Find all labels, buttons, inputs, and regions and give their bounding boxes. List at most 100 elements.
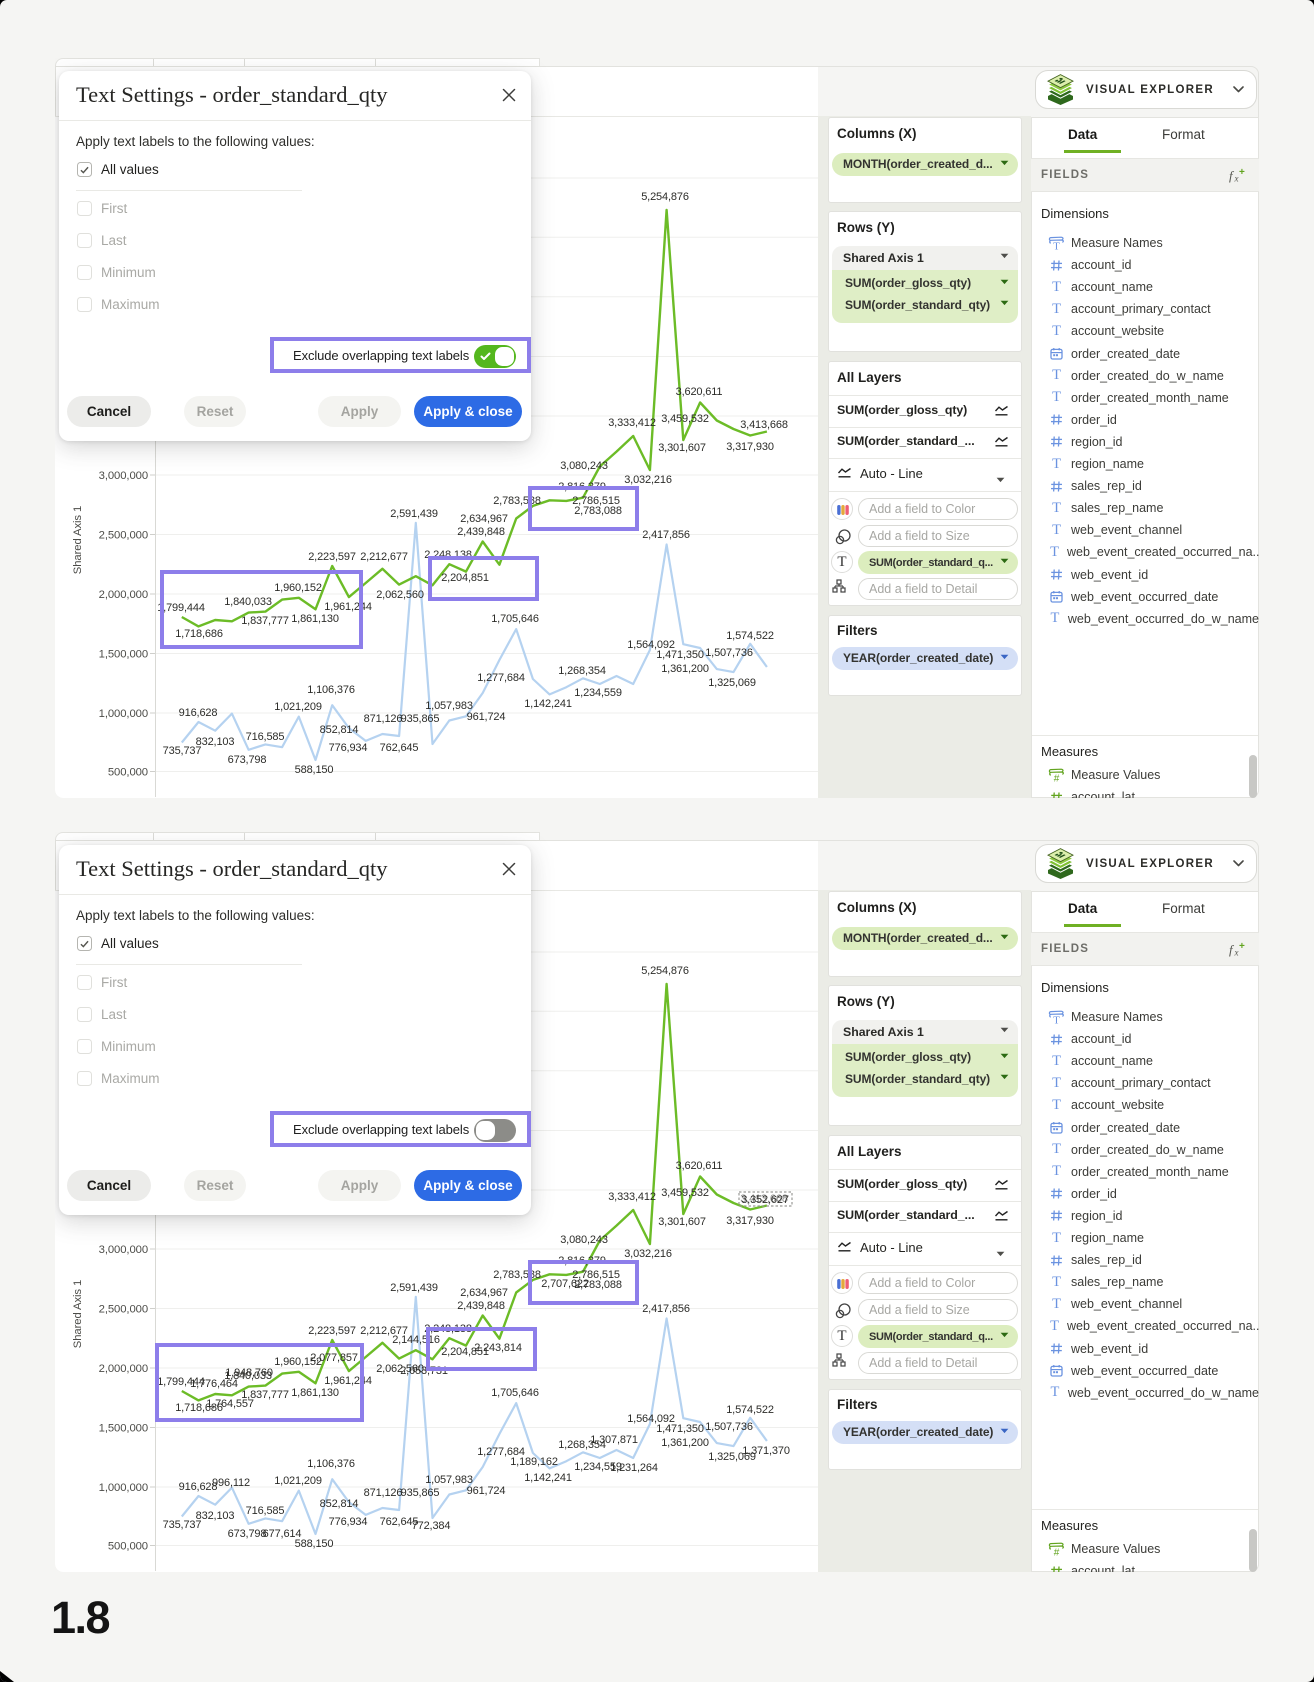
svg-text:3,620,611: 3,620,611: [676, 1160, 723, 1172]
svg-text:2,439,848: 2,439,848: [457, 526, 505, 538]
svg-text:Shared Axis 1: Shared Axis 1: [72, 1280, 84, 1348]
svg-text:1,799,444: 1,799,444: [157, 602, 205, 614]
svg-text:500,000: 500,000: [108, 767, 148, 779]
svg-text:1,718,686: 1,718,686: [175, 1402, 223, 1414]
svg-text:2,707,622: 2,707,622: [541, 1278, 589, 1290]
svg-text:2,783,588: 2,783,588: [493, 1269, 541, 1281]
svg-text:1,507,736: 1,507,736: [705, 647, 753, 659]
svg-text:1,057,983: 1,057,983: [425, 1474, 473, 1486]
svg-text:1,961,244: 1,961,244: [324, 601, 372, 613]
svg-text:3,333,412: 3,333,412: [608, 1191, 656, 1203]
svg-text:1,500,000: 1,500,000: [99, 649, 148, 661]
svg-text:3,317,930: 3,317,930: [726, 441, 774, 453]
svg-text:f: f: [1229, 942, 1235, 957]
svg-text:3,080,243: 3,080,243: [560, 460, 608, 472]
svg-text:673,798: 673,798: [228, 754, 267, 766]
svg-text:1,371,370: 1,371,370: [742, 1445, 790, 1457]
svg-text:1,106,376: 1,106,376: [307, 684, 355, 696]
svg-text:716,585: 716,585: [246, 1505, 285, 1517]
svg-text:#: #: [1054, 773, 1060, 782]
svg-text:2,062,560: 2,062,560: [376, 589, 424, 601]
svg-text:1,718,686: 1,718,686: [175, 628, 223, 640]
svg-text:871,126: 871,126: [364, 1487, 403, 1499]
svg-text:2,591,439: 2,591,439: [390, 508, 438, 520]
svg-text:935,865: 935,865: [401, 1487, 440, 1499]
svg-text:1,057,983: 1,057,983: [425, 700, 473, 712]
svg-text:935,865: 935,865: [401, 713, 440, 725]
svg-text:2,204,851: 2,204,851: [441, 1346, 489, 1358]
svg-text:1,234,559: 1,234,559: [574, 1461, 622, 1473]
svg-text:1,574,522: 1,574,522: [726, 1404, 774, 1416]
svg-text:3,080,243: 3,080,243: [560, 1234, 608, 1246]
svg-text:2,000,000: 2,000,000: [99, 1363, 148, 1375]
svg-text:T: T: [1053, 240, 1060, 250]
svg-text:916,628: 916,628: [179, 707, 218, 719]
svg-text:3,000,000: 3,000,000: [99, 470, 148, 482]
svg-text:776,934: 776,934: [329, 742, 368, 754]
svg-text:2,062,560: 2,062,560: [376, 1363, 424, 1375]
svg-text:1,142,241: 1,142,241: [524, 1472, 572, 1484]
svg-text:1,776,464: 1,776,464: [190, 1378, 238, 1390]
svg-text:832,103: 832,103: [196, 736, 235, 748]
svg-text:#: #: [1054, 1547, 1060, 1556]
svg-text:1,705,646: 1,705,646: [491, 1387, 539, 1399]
svg-text:1,325,069: 1,325,069: [708, 677, 756, 689]
svg-text:1,277,684: 1,277,684: [477, 672, 525, 684]
svg-text:852,814: 852,814: [320, 1498, 359, 1510]
svg-text:2,417,856: 2,417,856: [642, 1303, 690, 1315]
svg-text:+: +: [1239, 941, 1245, 952]
svg-text:1,142,241: 1,142,241: [524, 698, 572, 710]
svg-text:1,277,684: 1,277,684: [477, 1446, 525, 1458]
svg-text:2,634,967: 2,634,967: [460, 513, 508, 525]
svg-text:1,325,069: 1,325,069: [708, 1451, 756, 1463]
svg-text:776,934: 776,934: [329, 1516, 368, 1528]
svg-text:1,021,209: 1,021,209: [274, 1475, 322, 1487]
svg-text:2,500,000: 2,500,000: [99, 1304, 148, 1316]
svg-text:2,786,515: 2,786,515: [572, 1269, 620, 1281]
svg-text:3,032,216: 3,032,216: [624, 474, 672, 486]
svg-text:916,628: 916,628: [179, 1481, 218, 1493]
svg-text:5,254,876: 5,254,876: [641, 191, 689, 203]
svg-text:1,837,777: 1,837,777: [241, 1389, 289, 1401]
svg-text:1,507,736: 1,507,736: [705, 1421, 753, 1433]
svg-text:2,223,597: 2,223,597: [308, 1325, 356, 1337]
svg-text:852,814: 852,814: [320, 724, 359, 736]
svg-text:2,000,000: 2,000,000: [99, 589, 148, 601]
svg-text:2,634,967: 2,634,967: [460, 1287, 508, 1299]
svg-text:3,459,532: 3,459,532: [661, 1187, 709, 1199]
svg-text:1,861,130: 1,861,130: [291, 613, 339, 625]
svg-text:1,799,444: 1,799,444: [157, 1376, 205, 1388]
svg-text:2,439,848: 2,439,848: [457, 1300, 505, 1312]
svg-text:1,471,350: 1,471,350: [656, 649, 704, 661]
svg-text:x: x: [1234, 174, 1239, 184]
svg-text:2,783,088: 2,783,088: [574, 505, 622, 517]
svg-text:1,564,092: 1,564,092: [627, 639, 675, 651]
svg-text:2,786,515: 2,786,515: [572, 495, 620, 507]
svg-text:2,243,814: 2,243,814: [474, 1342, 522, 1354]
svg-text:772,384: 772,384: [412, 1520, 451, 1532]
svg-text:3,000,000: 3,000,000: [99, 1244, 148, 1256]
svg-text:1,574,522: 1,574,522: [726, 630, 774, 642]
svg-text:1,960,152: 1,960,152: [274, 582, 322, 594]
svg-text:716,585: 716,585: [246, 731, 285, 743]
svg-text:832,103: 832,103: [196, 1510, 235, 1522]
svg-text:673,798: 673,798: [228, 1528, 267, 1540]
svg-text:762,645: 762,645: [380, 742, 419, 754]
svg-text:1,861,130: 1,861,130: [291, 1387, 339, 1399]
svg-text:961,724: 961,724: [467, 711, 506, 723]
svg-text:1,231,264: 1,231,264: [610, 1462, 658, 1474]
svg-text:1,471,350: 1,471,350: [656, 1423, 704, 1435]
svg-text:2,223,597: 2,223,597: [308, 551, 356, 563]
svg-text:3,352,627: 3,352,627: [741, 1194, 789, 1206]
svg-text:2,212,677: 2,212,677: [360, 551, 408, 563]
svg-text:2,500,000: 2,500,000: [99, 530, 148, 542]
svg-text:2,077,857: 2,077,857: [310, 1352, 358, 1364]
svg-text:f: f: [1229, 168, 1235, 183]
svg-text:1,960,152: 1,960,152: [274, 1356, 322, 1368]
svg-text:588,150: 588,150: [295, 1538, 334, 1550]
svg-text:3,301,607: 3,301,607: [658, 442, 706, 454]
svg-text:1,000,000: 1,000,000: [99, 708, 148, 720]
svg-text:3,301,607: 3,301,607: [658, 1216, 706, 1228]
svg-text:1,000,000: 1,000,000: [99, 1482, 148, 1494]
svg-text:1,840,033: 1,840,033: [224, 596, 272, 608]
